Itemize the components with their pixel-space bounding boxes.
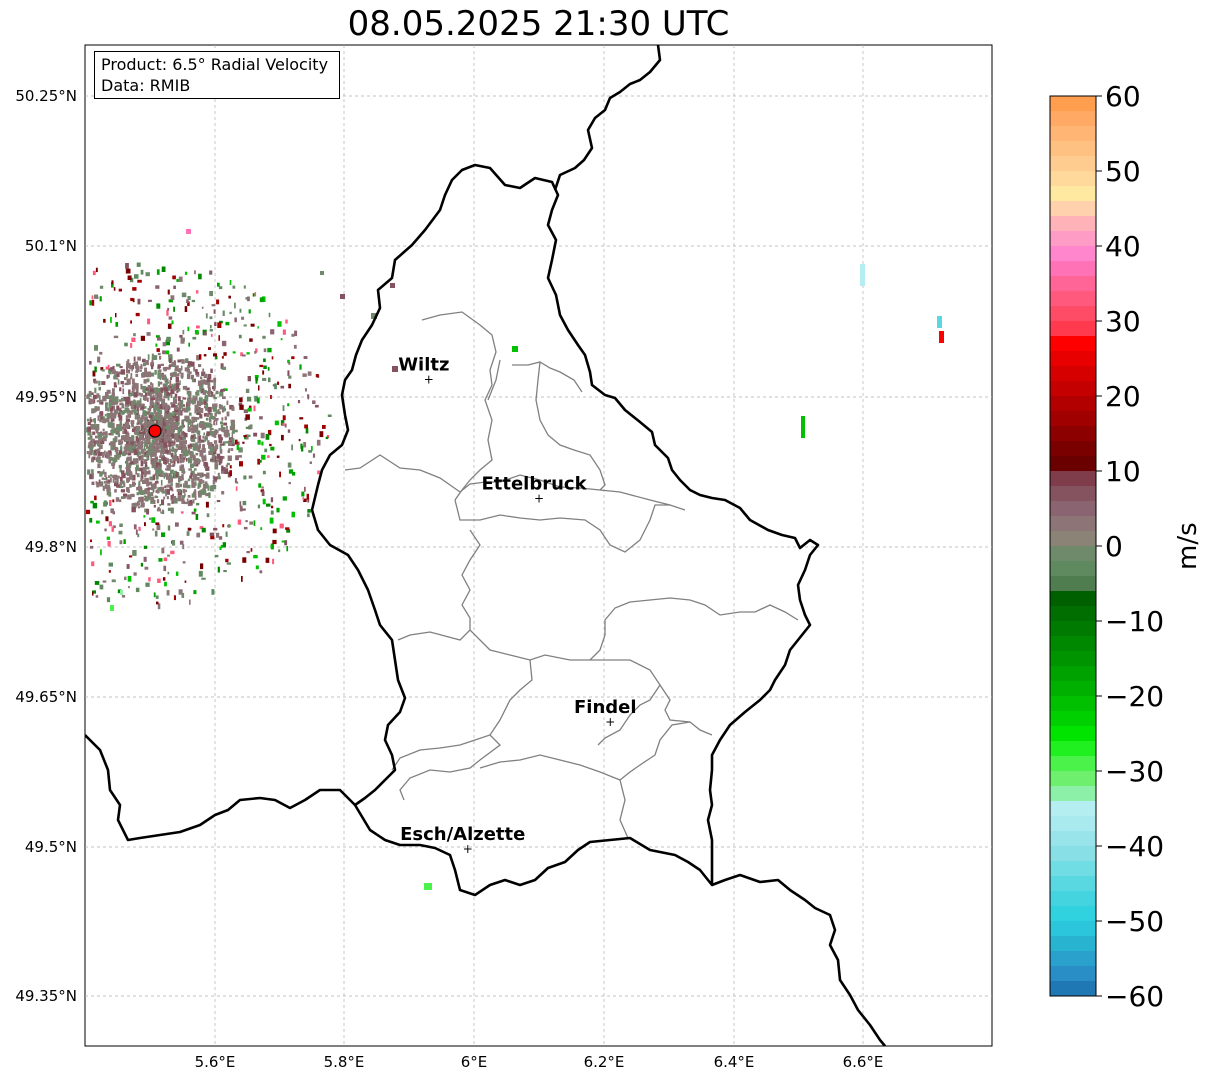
lat-label: 49.35°N [15, 987, 77, 1005]
lon-label: 6.6°E [843, 1053, 884, 1071]
national-borders [85, 45, 886, 1046]
city-markers: +Wiltz+Ettelbruck+Findel+Esch/Alzette [398, 354, 636, 856]
radar-echoes [86, 229, 944, 890]
data-source-label: Data: RMIB [101, 76, 191, 95]
colorbar: 60 50 40 30 20 10 0 −10 −20 −30 −40 −50 −60 [1049, 80, 1164, 1013]
city-label: Wiltz [398, 354, 449, 375]
product-info-box: Product: 6.5° Radial Velocity Data: RMIB [94, 51, 340, 99]
lat-label: 50.25°N [15, 87, 77, 105]
city-marker: + [605, 715, 615, 729]
lat-label: 50.1°N [25, 237, 77, 255]
lon-label: 5.8°E [324, 1053, 365, 1071]
latitude-labels: 50.25°N 50.1°N 49.95°N 49.8°N 49.65°N 49… [15, 87, 77, 1005]
lon-label: 5.6°E [195, 1053, 236, 1071]
product-label: Product: 6.5° Radial Velocity [101, 55, 329, 74]
colorbar-tick-label: −40 [1105, 830, 1164, 863]
colorbar-tick-label: 50 [1105, 155, 1141, 188]
city-marker: + [463, 842, 473, 856]
canton-borders [344, 311, 799, 839]
colorbar-tick-label: −50 [1105, 905, 1164, 938]
lat-label: 49.65°N [15, 688, 77, 706]
gridlines [85, 45, 992, 1046]
city-label: Esch/Alzette [400, 824, 525, 845]
lon-label: 6.4°E [714, 1053, 755, 1071]
colorbar-tick-label: 30 [1105, 305, 1141, 338]
colorbar-unit-label: m/s [1173, 522, 1203, 570]
lat-label: 49.95°N [15, 388, 77, 406]
colorbar-tick-label: 40 [1105, 230, 1141, 263]
lon-label: 6°E [461, 1053, 488, 1071]
colorbar-tick-label: −10 [1105, 605, 1164, 638]
lat-label: 49.5°N [25, 838, 77, 856]
city-label: Ettelbruck [481, 474, 587, 495]
colorbar-tick-label: −30 [1105, 755, 1164, 788]
colorbar-tick-label: −60 [1105, 980, 1164, 1013]
map-title: 08.05.2025 21:30 UTC [347, 4, 730, 44]
city-marker: + [534, 492, 544, 506]
lat-label: 49.8°N [25, 538, 77, 556]
colorbar-tick-label: 10 [1105, 455, 1141, 488]
longitude-labels: 5.6°E 5.8°E 6°E 6.2°E 6.4°E 6.6°E [195, 1053, 884, 1071]
colorbar-tick-label: 20 [1105, 380, 1141, 413]
colorbar-tick-label: 60 [1105, 80, 1141, 113]
colorbar-tick-label: −20 [1105, 680, 1164, 713]
city-marker: + [424, 372, 434, 386]
lon-label: 6.2°E [584, 1053, 625, 1071]
map-frame [84, 44, 993, 1047]
city-label: Findel [574, 697, 637, 718]
radar-site-marker [148, 424, 162, 438]
colorbar-tick-label: 0 [1105, 530, 1123, 563]
